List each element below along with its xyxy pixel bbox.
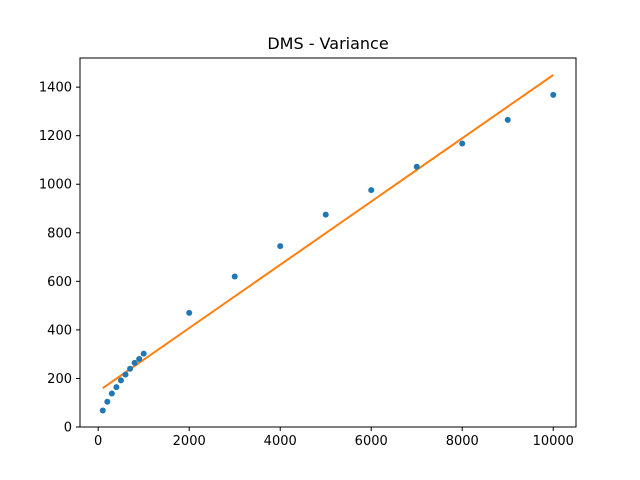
y-tick-label: 400 [47, 323, 72, 338]
x-tick-label: 8000 [446, 434, 479, 449]
y-tick-label: 0 [64, 421, 72, 436]
data-point [368, 187, 375, 194]
x-axis: 0 2000 4000 6000 8000 10000 [94, 427, 574, 449]
data-point [108, 390, 115, 397]
data-point [550, 91, 557, 98]
data-point [231, 273, 238, 280]
data-point [277, 243, 284, 250]
data-point [413, 163, 420, 170]
data-point [131, 359, 138, 366]
y-tick-label: 800 [47, 226, 72, 241]
y-tick-label: 1400 [39, 81, 72, 96]
data-point [504, 116, 511, 123]
x-tick-label: 10000 [533, 434, 574, 449]
x-tick-label: 6000 [355, 434, 388, 449]
x-tick-label: 2000 [173, 434, 206, 449]
data-point [113, 384, 120, 391]
data-point [117, 377, 124, 384]
data-point [127, 365, 134, 372]
x-tick-label: 0 [94, 434, 102, 449]
y-tick-label: 1000 [39, 178, 72, 193]
y-tick-label: 200 [47, 372, 72, 387]
y-axis: 0 200 400 600 800 1000 1200 1400 [39, 81, 80, 436]
x-tick-label: 4000 [264, 434, 297, 449]
data-point [186, 309, 193, 316]
chart-title: DMS - Variance [267, 34, 388, 53]
data-point [104, 398, 111, 405]
plot-area [99, 74, 557, 414]
data-point [136, 356, 143, 363]
y-tick-label: 600 [47, 275, 72, 290]
data-point [122, 371, 129, 378]
data-point [459, 140, 466, 147]
data-point [99, 407, 106, 414]
data-point [322, 211, 329, 218]
y-tick-label: 1200 [39, 129, 72, 144]
data-point [140, 350, 147, 357]
axes-frame [79, 57, 577, 428]
fit-line [102, 74, 554, 389]
